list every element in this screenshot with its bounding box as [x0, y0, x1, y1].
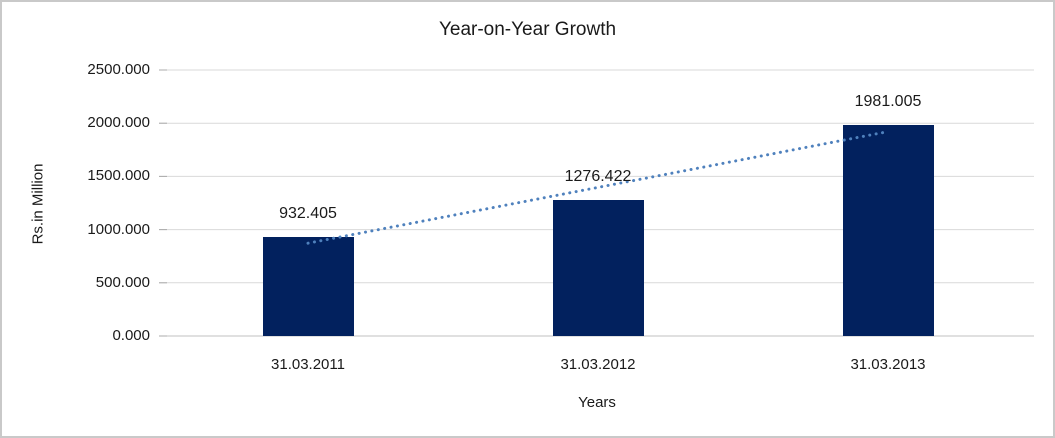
bar-value-label: 1276.422 — [564, 168, 632, 186]
x-tick-label: 31.03.2012 — [560, 356, 636, 373]
y-tick-label: 0.000 — [112, 327, 150, 344]
y-tick-label: 2000.000 — [87, 114, 150, 132]
x-tick-label: 31.03.2011 — [271, 356, 345, 373]
y-tick-label: 2500.000 — [87, 61, 150, 78]
y-tick-label: 1000.000 — [87, 220, 150, 238]
bar-value-label: 1981.005 — [854, 93, 922, 111]
bar-value-label: 932.405 — [279, 204, 337, 222]
y-tick-label: 1500.000 — [87, 167, 150, 185]
chart-title: Year-on-Year Growth — [438, 19, 617, 40]
bar — [262, 236, 354, 336]
y-tick-label: 500.000 — [95, 273, 150, 291]
x-axis-title: Years — [578, 394, 616, 411]
x-tick-label: 31.03.2013 — [850, 356, 926, 373]
